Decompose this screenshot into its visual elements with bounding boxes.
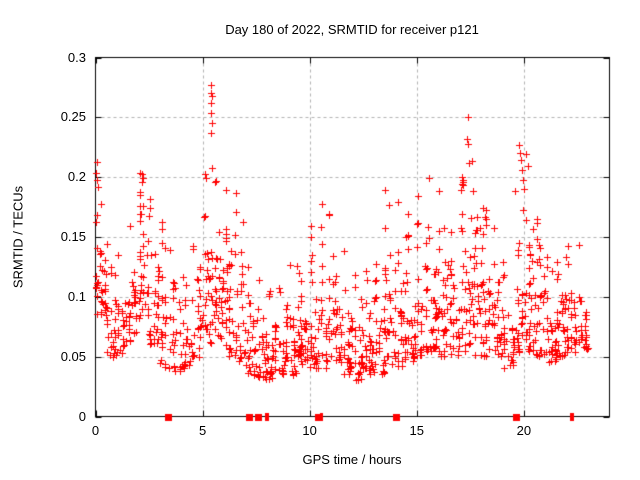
x-tick-label-15: 15 [409, 423, 424, 438]
y-tick-label-0.25: 0.25 [60, 109, 86, 125]
y-tick-label-0.15: 0.15 [60, 229, 86, 244]
x-tick-label-0: 0 [91, 423, 100, 438]
y-tick-label-0.1: 0.1 [67, 288, 86, 304]
x-tick-label-5: 5 [198, 423, 207, 438]
chart-title: Day 180 of 2022, SRMTID for receiver p12… [225, 22, 479, 37]
x-tick-label-20: 20 [516, 423, 532, 438]
x-axis-label: GPS time / hours [302, 452, 402, 467]
y-tick-label-0: 0 [78, 408, 86, 424]
y-tick-label-0.3: 0.3 [67, 49, 86, 65]
y-tick-label-0.2: 0.2 [67, 169, 86, 185]
y-tick-label-0.05: 0.05 [60, 348, 86, 364]
x-tick-label-10: 10 [302, 423, 317, 438]
